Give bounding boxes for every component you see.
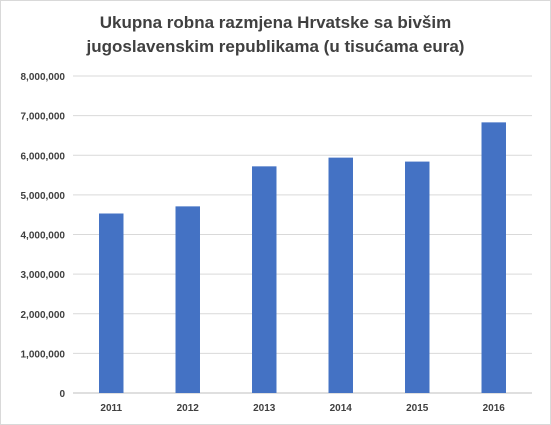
y-tick-label: 1,000,000 bbox=[21, 349, 66, 360]
chart-title-line-1: Ukupna robna razmjena Hrvatske sa bivšim bbox=[99, 13, 452, 32]
y-tick-label: 2,000,000 bbox=[21, 310, 66, 321]
bar bbox=[175, 206, 200, 393]
x-tick-label: 2015 bbox=[406, 403, 429, 414]
y-tick-label: 6,000,000 bbox=[21, 151, 66, 162]
y-tick-label: 3,000,000 bbox=[21, 270, 66, 281]
bar bbox=[405, 161, 430, 393]
y-tick-label: 5,000,000 bbox=[21, 191, 66, 202]
bar bbox=[481, 122, 506, 393]
chart-title-line-2: jugoslavenskim republikama (u tisućama e… bbox=[86, 37, 465, 56]
x-tick-label: 2012 bbox=[177, 403, 200, 414]
chart-title: Ukupna robna razmjena Hrvatske sa bivšim… bbox=[41, 11, 510, 59]
x-tick-label: 2011 bbox=[100, 403, 122, 414]
y-tick-label: 7,000,000 bbox=[21, 112, 66, 123]
x-tick-label: 2014 bbox=[330, 403, 353, 414]
y-tick-label: 0 bbox=[59, 389, 65, 400]
bar bbox=[252, 166, 277, 393]
bar bbox=[99, 213, 124, 393]
bar bbox=[328, 157, 353, 393]
y-tick-label: 4,000,000 bbox=[21, 231, 66, 242]
x-tick-label: 2016 bbox=[483, 403, 506, 414]
x-tick-label: 2013 bbox=[253, 403, 276, 414]
y-tick-label: 8,000,000 bbox=[21, 72, 66, 83]
